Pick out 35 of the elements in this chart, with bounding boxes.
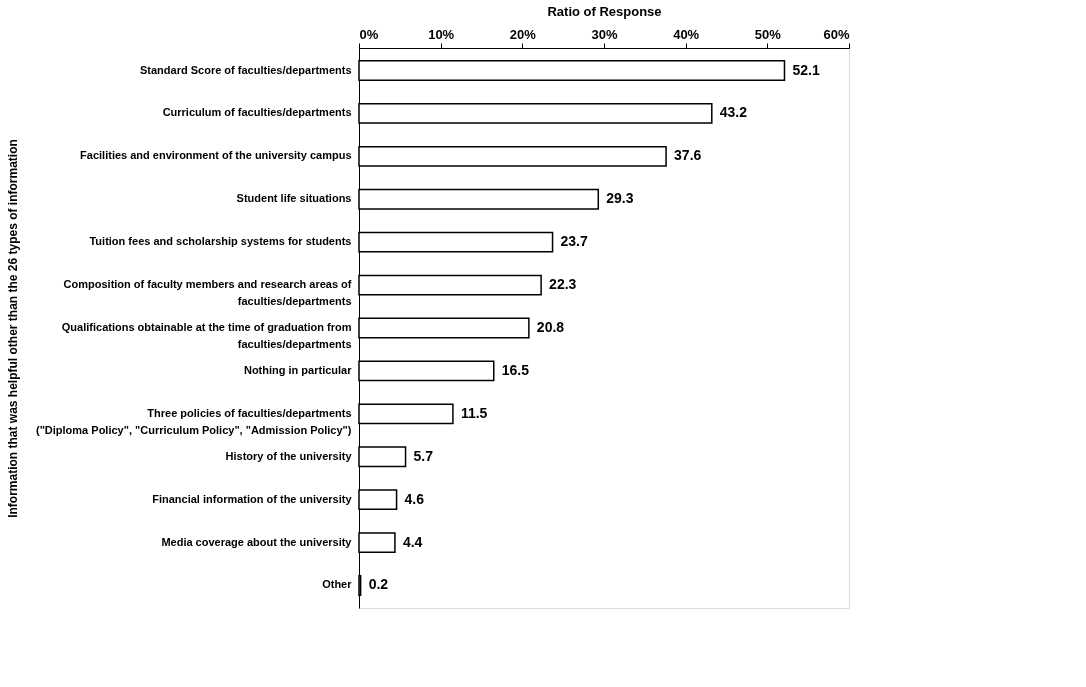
y-axis-title: Information that was helpful other than the 26 types of information <box>5 139 20 518</box>
y-tick-label: Qualifications obtainable at the time of graduation from faculties/departments <box>61 321 352 350</box>
x-axis-title: Ratio of Response <box>547 3 662 19</box>
y-tick-label: Student life situations <box>236 192 352 205</box>
data-label: 29.3 <box>606 190 634 207</box>
data-label: 0.2 <box>368 576 389 593</box>
x-tick-label: 20% <box>509 26 537 42</box>
data-label: 4.4 <box>402 533 423 550</box>
data-label: 23.7 <box>560 233 589 250</box>
data-label: 43.2 <box>719 104 748 121</box>
y-tick-label: Tuition fees and scholarship systems for students <box>89 235 352 248</box>
y-tick-label: History of the university <box>225 449 353 462</box>
y-tick-label: Composition of faculty members and research areas of faculties/departments <box>63 278 352 308</box>
y-tick-label: Standard Score of faculties/departments <box>140 63 352 76</box>
x-tick-label: 60% <box>823 26 850 42</box>
data-label: 4.6 <box>404 490 425 507</box>
data-label: 37.6 <box>674 147 702 164</box>
x-tick-label: 50% <box>754 26 782 42</box>
x-tick-label: 0% <box>359 26 379 42</box>
y-tick-label: Media coverage about the university <box>161 535 353 548</box>
y-tick-label: Other <box>322 578 353 591</box>
x-tick-label: 10% <box>428 26 455 42</box>
y-tick-label: Nothing in particular <box>243 363 353 376</box>
y-tick-label: Curriculum of faculties/departments <box>162 106 352 119</box>
y-tick-label: Three policies of faculties/departments ("Diploma Policy", "Curriculum Policy", "Admission Policy") <box>35 406 352 436</box>
data-label: 22.3 <box>549 276 577 293</box>
x-tick-label: 30% <box>591 26 618 42</box>
data-label: 5.7 <box>413 447 434 464</box>
data-label: 52.1 <box>792 61 820 78</box>
data-label: 20.8 <box>536 319 565 335</box>
y-tick-label: Financial information of the university <box>152 492 353 505</box>
data-label: 11.5 <box>460 404 488 421</box>
x-tick-label: 40% <box>673 26 700 42</box>
y-tick-label: Facilities and environment of the university campus <box>80 149 352 162</box>
data-label: 16.5 <box>501 361 530 378</box>
